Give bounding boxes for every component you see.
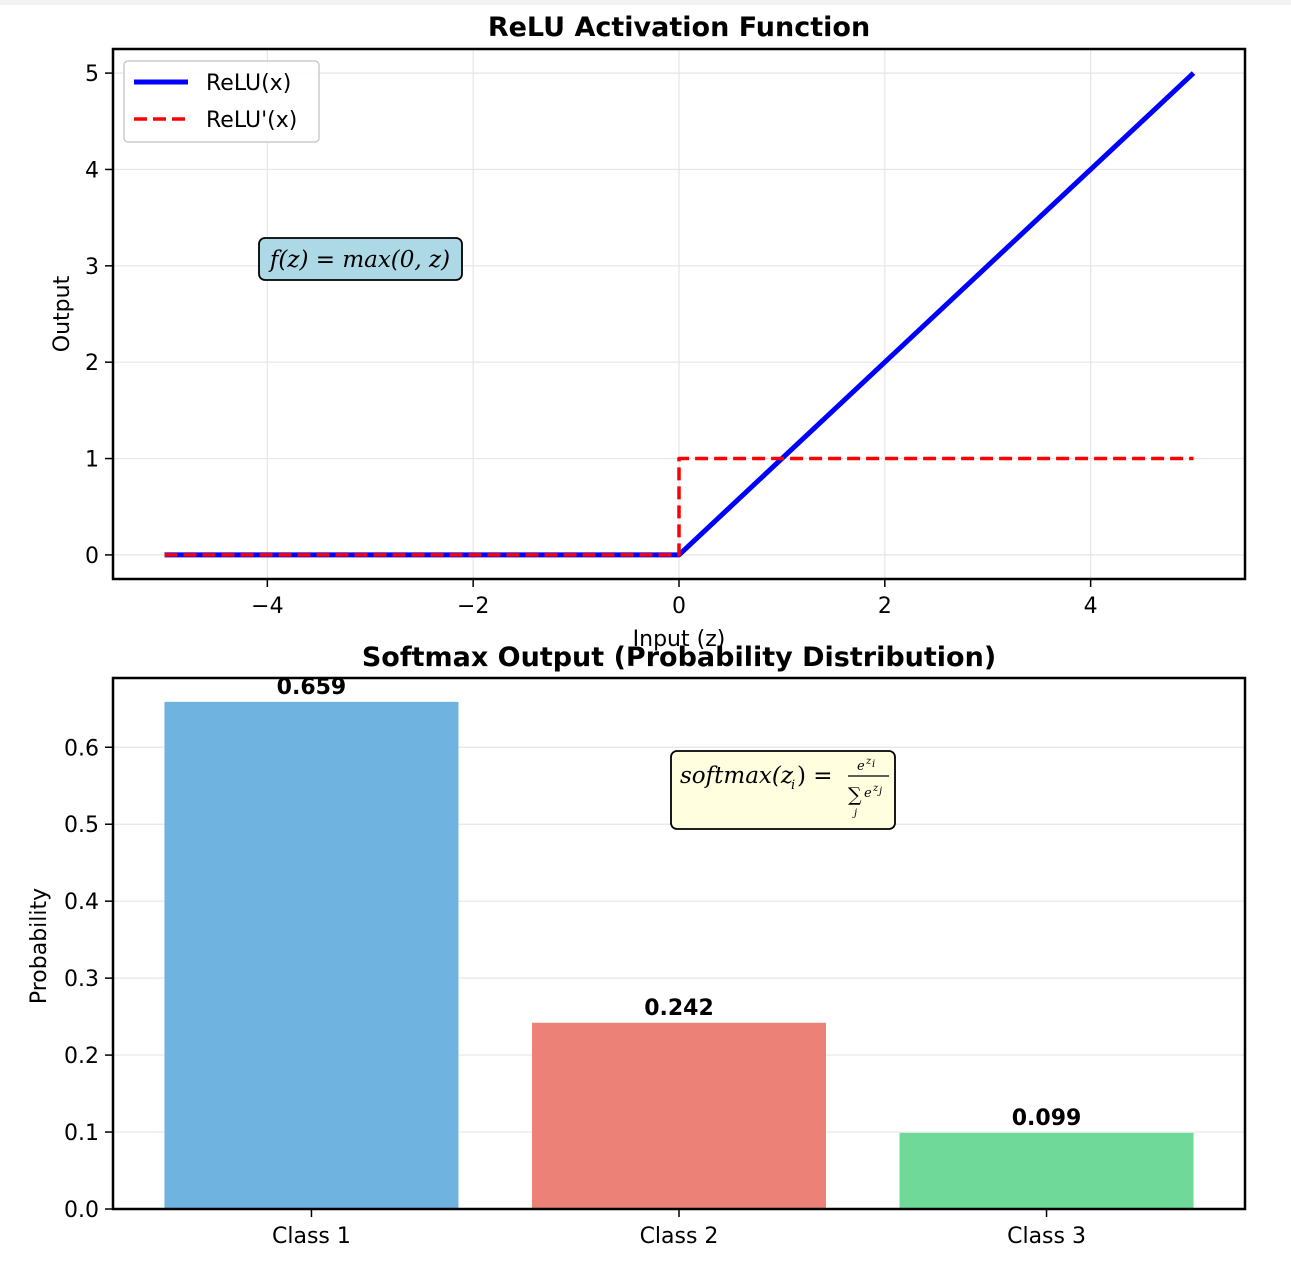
softmax-bar-value-label: 0.242 [644, 996, 714, 1021]
softmax-bar [899, 1132, 1194, 1209]
relu-y-tick-label: 5 [85, 62, 99, 87]
window-top-strip [0, 0, 1291, 5]
softmax-formula-numerator: e [857, 759, 865, 774]
softmax-y-tick-label: 0.4 [64, 890, 99, 915]
softmax-y-tick-label: 0.0 [64, 1198, 99, 1223]
softmax-bar-value-label: 0.099 [1012, 1106, 1082, 1131]
softmax-formula-denominator: e [864, 786, 872, 801]
softmax-chart-title: Softmax Output (Probability Distribution… [362, 642, 996, 673]
softmax-y-tick-label: 0.1 [64, 1121, 99, 1146]
softmax-x-tick-label: Class 2 [640, 1224, 719, 1249]
softmax-bar [164, 701, 459, 1209]
softmax-formula-annotation: softmax(z i ) = e z i ∑ e z j j [670, 750, 896, 830]
relu-y-tick-label: 3 [85, 255, 99, 280]
relu-lines [164, 71, 1196, 558]
relu-y-tick-label: 2 [85, 351, 99, 376]
softmax-y-tick-label: 0.6 [64, 736, 99, 761]
softmax-value-labels: 0.659 0.242 0.099 [277, 675, 1082, 1131]
softmax-x-tick-label: Class 3 [1007, 1224, 1086, 1249]
relu-y-axis-label: Output [50, 275, 75, 352]
relu-formula-annotation: f(z) = max(0, z) [258, 237, 463, 281]
softmax-formula-denominator-exp: z [872, 783, 879, 794]
relu-x-axis-label: Input (z) [633, 627, 726, 652]
softmax-formula-numerator-exp: z [865, 756, 872, 767]
relu-y-tick-label: 4 [85, 158, 99, 183]
softmax-formula-sub-i: i [791, 778, 795, 793]
relu-derivative-line [164, 456, 1194, 557]
softmax-formula-sum: ∑ [848, 784, 862, 806]
softmax-formula-eq: ) = [797, 763, 833, 789]
softmax-y-ticks: 0.0 0.1 0.2 0.3 0.4 0.5 0.6 [64, 736, 113, 1223]
softmax-x-tick-label: Class 1 [272, 1224, 351, 1249]
relu-formula-box [258, 237, 463, 281]
softmax-formula-denominator-exp-sub: j [877, 786, 882, 797]
relu-y-tick-label: 1 [85, 448, 99, 473]
relu-y-ticks: 0 1 2 3 4 5 [85, 62, 113, 569]
softmax-x-ticks: Class 1 Class 2 Class 3 [272, 1209, 1086, 1249]
softmax-chart: Class 1 Class 2 Class 3 0.0 0.1 0.2 0.3 0.4 0.5… [27, 642, 1247, 1249]
relu-x-tick-label: 0 [672, 594, 686, 619]
relu-legend: ReLU(x) ReLU'(x) [123, 60, 320, 143]
legend-label-relu: ReLU(x) [206, 71, 291, 96]
relu-x-ticks: −4 −2 0 2 4 [251, 579, 1098, 619]
relu-x-tick-label: −4 [251, 594, 283, 619]
softmax-y-tick-label: 0.5 [64, 813, 99, 838]
relu-x-tick-label: −2 [457, 594, 489, 619]
softmax-formula-lhs: softmax(z [680, 763, 794, 789]
softmax-y-axis-label: Probability [27, 888, 52, 1004]
softmax-bars [164, 701, 1194, 1209]
softmax-formula-box [670, 750, 896, 830]
softmax-y-tick-label: 0.2 [64, 1044, 99, 1069]
legend-label-relu-derivative: ReLU'(x) [206, 108, 297, 133]
relu-y-tick-label: 0 [85, 544, 99, 569]
softmax-formula-sum-index: j [852, 808, 857, 819]
relu-x-tick-label: 2 [878, 594, 892, 619]
relu-chart-title: ReLU Activation Function [488, 12, 870, 43]
softmax-y-tick-label: 0.3 [64, 967, 99, 992]
relu-formula-text: f(z) = max(0, z) [268, 247, 450, 273]
softmax-bar-value-label: 0.659 [277, 675, 347, 700]
softmax-bar [531, 1022, 827, 1209]
relu-x-tick-label: 4 [1084, 594, 1098, 619]
softmax-formula-numerator-exp-sub: i [872, 759, 875, 770]
